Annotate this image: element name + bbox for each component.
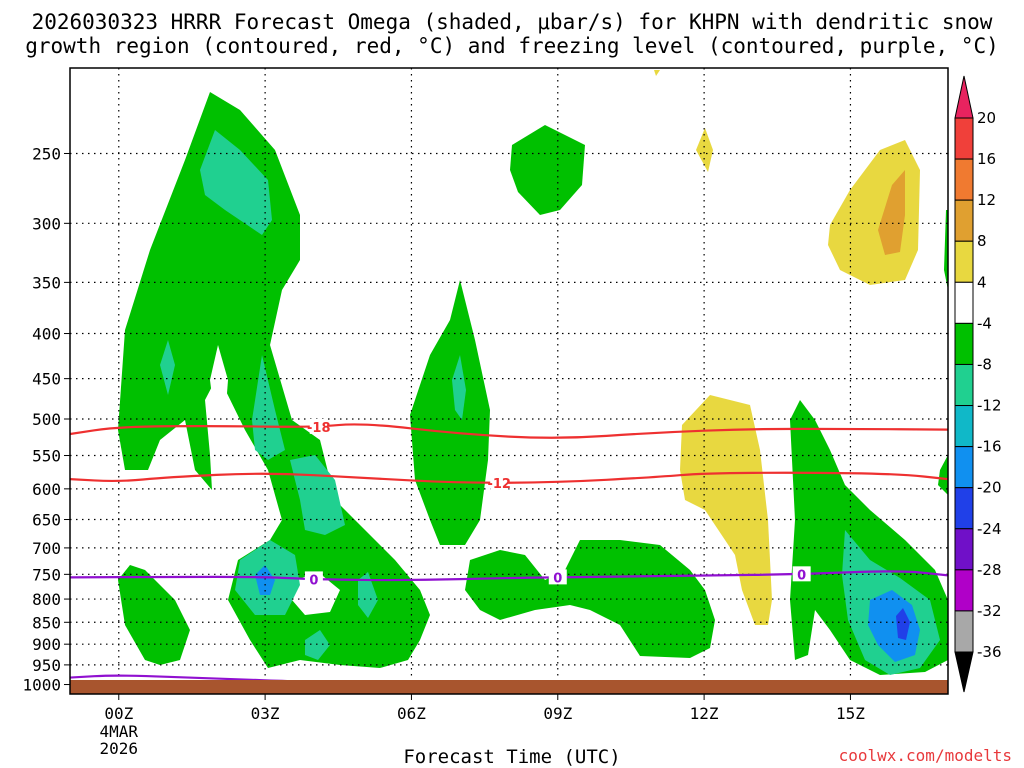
- y-tick-label: 650: [32, 511, 61, 530]
- credit-text: coolwx.com/modelts: [838, 746, 1012, 765]
- colorbar-label: 4: [977, 273, 987, 291]
- omega-region-white-hole-1: [210, 345, 228, 420]
- contour-dendritic-12C: [70, 471, 948, 484]
- colorbar-segment: [954, 322, 974, 365]
- colorbar-label: -4: [977, 314, 992, 332]
- x-tick-label: 09Z: [543, 704, 572, 723]
- plot-frame: [69, 67, 949, 695]
- colorbar-segment: [954, 281, 974, 324]
- omega-region-green-left: [118, 92, 430, 668]
- omega-region-green-top: [510, 125, 585, 215]
- colorbar-label: -24: [977, 520, 1002, 538]
- omega-region-darkblue-right: [896, 608, 910, 640]
- y-tick-label: 700: [32, 539, 61, 558]
- omega-region-green-left-lower: [118, 565, 190, 665]
- omega-region-teal-7: [358, 572, 378, 618]
- colorbar-label: -16: [977, 438, 1002, 456]
- colorbar: 20 16 12 8 4 -4 -8 -12 -16 -20 -24 -28 -32 -36: [954, 75, 1002, 693]
- contour-label: -12: [487, 477, 511, 492]
- contour-label: 0: [309, 573, 318, 588]
- y-tick-label: 950: [32, 656, 61, 675]
- y-tick-label: 450: [32, 370, 61, 389]
- x-tick-label: 15Z: [836, 704, 865, 723]
- omega-region-teal-2: [160, 340, 175, 395]
- colorbar-label: -12: [977, 397, 1002, 415]
- y-tick-label: 750: [32, 565, 61, 584]
- contour-label-bg: [490, 474, 509, 490]
- y-tick-label: 1000: [22, 676, 61, 695]
- omega-region-green-right-edge-1: [944, 210, 948, 290]
- omega-region-teal-mid: [452, 355, 466, 420]
- y-tick-label: 500: [32, 410, 61, 429]
- y-tick-label: 600: [32, 480, 61, 499]
- y-axis: 250 300 350 400 450 500 550 600 650 700 750 800 850 9…: [22, 144, 70, 695]
- omega-region-teal-3: [252, 355, 285, 460]
- colorbar-label: -8: [977, 355, 992, 373]
- colorbar-label: 8: [977, 232, 987, 250]
- contour-label-bg: [304, 571, 323, 587]
- omega-region-orange-upper-right: [878, 170, 905, 255]
- colorbar-label: 16: [977, 150, 996, 168]
- contour-dendritic-16C: [70, 423, 948, 439]
- colorbar-segment: [954, 446, 974, 489]
- colorbar-segment: [954, 569, 974, 612]
- colorbar-segment: [954, 240, 974, 283]
- chart-title-line-1: 2026030323 HRRR Forecast Omega (shaded, …: [31, 10, 993, 34]
- colorbar-label: -20: [977, 479, 1002, 497]
- contour-freezing-level: [70, 570, 948, 582]
- y-tick-label: 400: [32, 325, 61, 344]
- colorbar-segment: [954, 158, 974, 201]
- x-tick-label: 00Z: [104, 704, 133, 723]
- colorbar-bottom-arrow: [954, 651, 974, 693]
- omega-region-blue-left: [255, 565, 275, 595]
- colorbar-label: -28: [977, 561, 1002, 579]
- x-tick-label: 12Z: [690, 704, 719, 723]
- y-tick-label: 300: [32, 214, 61, 233]
- colorbar-label: -36: [977, 643, 1002, 661]
- omega-region-yellow-mid: [680, 395, 772, 625]
- contour-label-bg: [548, 569, 567, 585]
- omega-shading: [118, 70, 948, 675]
- colorbar-label: 20: [977, 109, 996, 127]
- colorbar-segment: [954, 405, 974, 448]
- y-tick-label: 900: [32, 635, 61, 654]
- omega-region-green-lower-mid: [465, 540, 715, 658]
- omega-region-teal-6: [305, 630, 330, 660]
- contour-label: 0: [553, 571, 562, 586]
- colorbar-segment: [954, 117, 974, 160]
- y-tick-label: 550: [32, 447, 61, 466]
- colorbar-segment: [954, 199, 974, 242]
- contour-label: 0: [797, 568, 806, 583]
- chart-title-line-2: growth region (contoured, red, °C) and f…: [25, 34, 999, 58]
- colorbar-label: 12: [977, 191, 996, 209]
- omega-region-green-right-edge-2: [938, 455, 948, 495]
- colorbar-segment: [954, 610, 974, 653]
- contour-label-bg: [792, 566, 811, 582]
- omega-region-teal-1: [200, 130, 272, 235]
- ground-bar: [70, 680, 948, 694]
- contour-label: -18: [307, 421, 331, 436]
- omega-region-yellow-top: [654, 70, 660, 76]
- x-date-label: 4MAR: [100, 722, 139, 741]
- colorbar-segment: [954, 528, 974, 571]
- omega-region-white-hole-2: [292, 572, 340, 615]
- x-axis-title: Forecast Time (UTC): [403, 746, 621, 768]
- y-tick-label: 850: [32, 613, 61, 632]
- x-date-label: 2026: [100, 739, 139, 758]
- x-tick-label: 06Z: [397, 704, 426, 723]
- x-tick-label: 03Z: [251, 704, 280, 723]
- colorbar-segment: [954, 487, 974, 530]
- omega-region-yellow-small: [696, 128, 713, 172]
- contour-label-bg: [309, 418, 328, 434]
- omega-region-green-mid: [410, 280, 490, 545]
- colorbar-segment: [954, 363, 974, 407]
- colorbar-label: -32: [977, 602, 1002, 620]
- y-tick-label: 350: [32, 273, 61, 292]
- colorbar-top-arrow: [954, 75, 974, 119]
- omega-region-yellow-upper-right: [828, 140, 920, 285]
- y-tick-label: 250: [32, 144, 61, 163]
- y-tick-label: 800: [32, 590, 61, 609]
